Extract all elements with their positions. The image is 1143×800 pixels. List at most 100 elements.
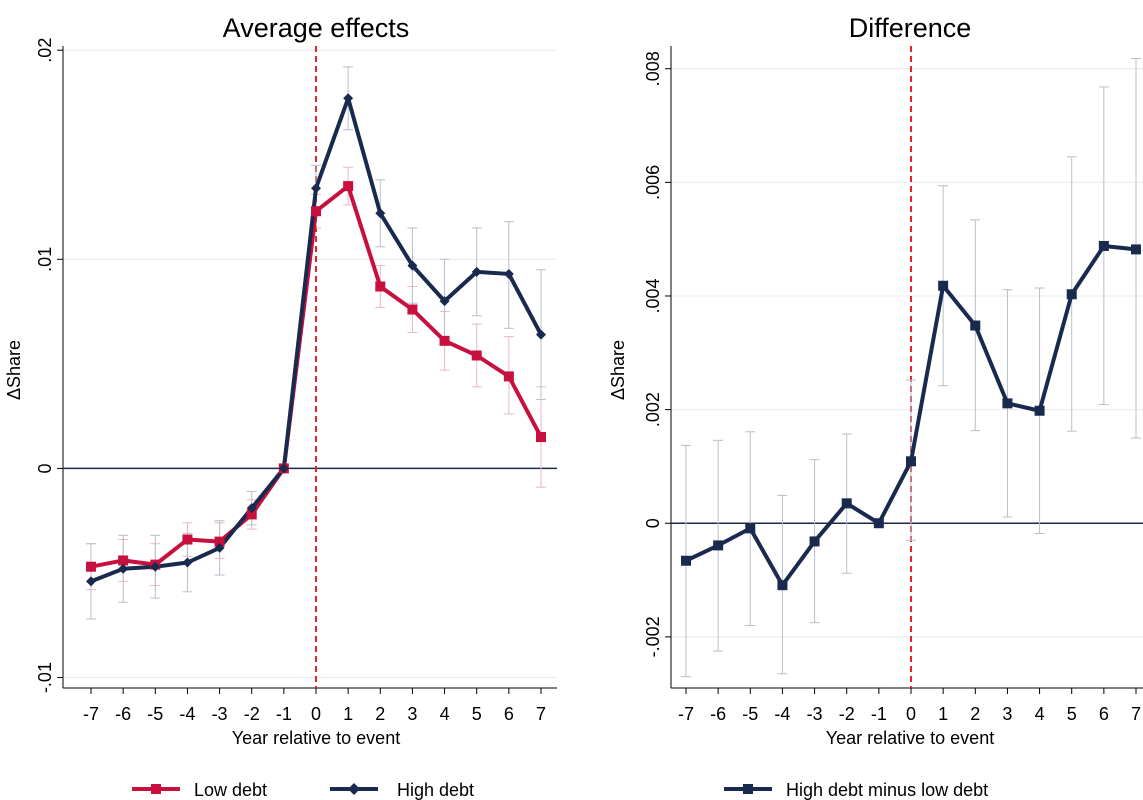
y-tick-label: -.002	[643, 616, 663, 657]
legend-marker-low-debt	[151, 784, 161, 794]
x-tick-label: 1	[938, 704, 948, 724]
y-tick-label: .002	[643, 392, 663, 427]
x-tick-label: -5	[147, 704, 163, 724]
legend-label-difference: High debt minus low debt	[786, 780, 988, 800]
x-tick-label: 0	[906, 704, 916, 724]
y-tick-label: .02	[35, 38, 55, 63]
data-point-high-debt-minus-low-debt	[1131, 244, 1141, 255]
data-point-high-debt	[214, 542, 225, 553]
x-tick-labels: -7 -6 -5 -4 -3 -2 -1 0 1 2 3 4 5 6 7	[83, 704, 546, 724]
x-tick-label: 0	[311, 704, 321, 724]
data-point-high-debt	[343, 93, 354, 104]
data-point-high-debt-minus-low-debt	[938, 280, 949, 291]
data-point-low-debt	[214, 536, 225, 547]
x-tick-label: -1	[276, 704, 292, 724]
y-tick-label: .008	[643, 51, 663, 86]
data-point-high-debt	[311, 183, 321, 194]
x-tick-label: 4	[440, 704, 450, 724]
data-point-high-debt-minus-low-debt	[809, 536, 820, 547]
data-point-high-debt-minus-low-debt	[841, 498, 852, 509]
series-markers	[681, 240, 1141, 591]
x-tick-labels: -7 -6 -5 -4 -3 -2 -1 0 1 2 3 4 5 6 7	[678, 704, 1141, 724]
series-markers	[86, 93, 546, 587]
data-point-high-debt-minus-low-debt	[681, 555, 691, 566]
x-tick-label: -5	[742, 704, 758, 724]
data-point-high-debt	[536, 329, 546, 340]
panel-title-average-effects: Average effects	[223, 13, 410, 43]
data-point-low-debt	[375, 281, 386, 292]
gridlines	[671, 68, 1143, 638]
data-point-high-debt-minus-low-debt	[745, 523, 756, 534]
data-point-high-debt	[182, 557, 193, 568]
x-tick-label: 7	[536, 704, 546, 724]
y-tick-label: .004	[643, 278, 663, 313]
y-tick-label: -.01	[35, 662, 55, 693]
x-tick-label: 5	[1067, 704, 1077, 724]
x-tick-label: -2	[839, 704, 855, 724]
data-point-high-debt-minus-low-debt	[873, 518, 884, 529]
data-point-high-debt-minus-low-debt	[777, 580, 788, 591]
x-tick-label: 2	[375, 704, 385, 724]
panel-title-difference: Difference	[849, 13, 972, 43]
y-tick-label: 0	[35, 463, 55, 473]
data-point-high-debt-minus-low-debt	[970, 320, 981, 331]
legend-marker-high-debt	[348, 783, 360, 795]
legend-label-high-debt: High debt	[397, 780, 474, 800]
x-tick-label: 2	[970, 704, 980, 724]
y-tick-label: .006	[643, 165, 663, 200]
data-point-high-debt-minus-low-debt	[1002, 398, 1013, 409]
data-point-high-debt	[375, 208, 386, 219]
x-tick-label: -6	[710, 704, 726, 724]
data-point-low-debt	[471, 350, 482, 361]
data-point-low-debt	[311, 206, 321, 217]
x-tick-label: -2	[244, 704, 260, 724]
x-axis-label-average-effects: Year relative to event	[232, 728, 400, 748]
difference-panel: Difference ΔShare Year relative to event…	[608, 13, 1143, 748]
x-tick-label: 6	[504, 704, 514, 724]
x-tick-label: -6	[115, 704, 131, 724]
y-tick-label: .01	[35, 247, 55, 272]
y-tick-labels: -.01 0 .01 .02	[35, 38, 55, 693]
y-tick-labels: -.002 0 .002 .004 .006 .008	[643, 51, 663, 657]
data-point-low-debt	[182, 534, 193, 545]
data-point-high-debt-minus-low-debt	[906, 456, 916, 467]
x-tick-label: 6	[1099, 704, 1109, 724]
axes	[57, 46, 557, 694]
legend-average-effects: Low debt High debt	[132, 780, 474, 800]
x-tick-label: 1	[343, 704, 353, 724]
data-point-high-debt-minus-low-debt	[1034, 405, 1045, 416]
x-tick-label: 3	[407, 704, 417, 724]
x-tick-label: 3	[1002, 704, 1012, 724]
data-point-low-debt	[118, 555, 129, 566]
legend-marker-difference	[743, 784, 753, 794]
x-tick-label: -4	[774, 704, 790, 724]
data-point-high-debt	[439, 296, 450, 307]
gridlines	[63, 49, 557, 679]
data-point-low-debt	[503, 371, 514, 382]
data-point-high-debt-minus-low-debt	[713, 540, 724, 551]
data-point-high-debt-minus-low-debt	[1066, 289, 1077, 300]
x-tick-label: -7	[678, 704, 694, 724]
data-point-low-debt	[343, 181, 354, 192]
data-point-low-debt	[86, 561, 96, 572]
data-point-low-debt	[407, 304, 418, 315]
data-point-high-debt	[86, 576, 96, 587]
x-tick-label: -1	[871, 704, 887, 724]
y-tick-label: 0	[643, 518, 663, 528]
x-tick-label: 7	[1131, 704, 1141, 724]
data-point-high-debt	[503, 268, 514, 279]
axes	[665, 46, 1143, 694]
legend-difference: High debt minus low debt	[724, 780, 988, 800]
data-point-low-debt	[246, 509, 257, 520]
data-point-high-debt	[150, 561, 161, 572]
average-effects-panel: Average effects ΔShare Year relative to …	[4, 13, 557, 748]
data-point-high-debt	[118, 563, 129, 574]
data-point-high-debt-minus-low-debt	[1098, 240, 1109, 251]
x-tick-label: 5	[472, 704, 482, 724]
data-point-low-debt	[439, 335, 450, 346]
data-point-high-debt	[278, 463, 289, 474]
x-tick-label: 4	[1035, 704, 1045, 724]
x-tick-label: -4	[179, 704, 195, 724]
y-axis-label-difference: ΔShare	[608, 340, 628, 400]
